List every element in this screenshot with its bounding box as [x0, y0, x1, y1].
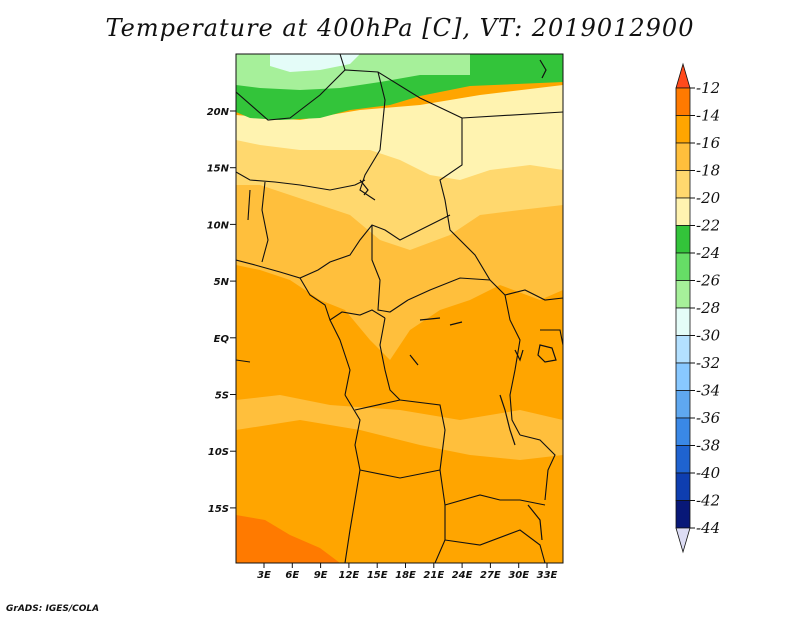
colorbar-box: [675, 142, 691, 171]
colorbar-label: -36: [696, 409, 721, 427]
lon-label: 3E: [257, 570, 271, 581]
colorbar-box: [675, 335, 691, 364]
colorbar-box: [675, 115, 691, 144]
colorbar-label: -38: [696, 437, 720, 455]
lat-label: 15S: [208, 504, 229, 515]
lon-label: 6E: [285, 570, 299, 581]
colorbar-box: [675, 170, 691, 199]
colorbar-label: -26: [696, 272, 721, 290]
lon-label: 15E: [367, 570, 388, 581]
colorbar-label: -22: [696, 217, 720, 235]
colorbar-box: [675, 225, 691, 254]
colorbar-label: -18: [696, 162, 720, 180]
colorbar-label: -20: [696, 189, 721, 207]
colorbar-box: [675, 307, 691, 336]
lake-outlines: [359, 59, 557, 541]
lon-label: 18E: [395, 570, 416, 581]
map-frame: [235, 53, 564, 564]
colorbar-bottom-triangle: [675, 527, 691, 554]
lat-label: 10S: [208, 447, 229, 458]
colorbar-box: [675, 280, 691, 309]
field-band-orange-south: [236, 395, 563, 460]
country-borders: [236, 54, 563, 563]
lon-label: 12E: [339, 570, 360, 581]
colorbar-label: -30: [696, 327, 721, 345]
colorbar-label: -44: [696, 519, 720, 537]
lat-label: 20N: [207, 107, 230, 118]
lat-label: 15N: [207, 164, 230, 175]
colorbar-box: [675, 87, 691, 116]
colorbar-label: -40: [696, 464, 721, 482]
colorbar-box: [675, 500, 691, 529]
colorbar-box: [675, 390, 691, 419]
colorbar-box: [675, 417, 691, 446]
colorbar-label: -34: [696, 382, 720, 400]
lon-label: 33E: [537, 570, 558, 581]
field-sahel-yellow: [236, 85, 563, 180]
colorbar-boxes: [675, 62, 691, 554]
colorbar-box: [675, 197, 691, 226]
colorbar-box: [675, 445, 691, 474]
grads-credit: GrADS: IGES/COLA: [6, 604, 100, 614]
colorbar-box: [675, 252, 691, 281]
map-plot-area: [236, 54, 563, 563]
latitude-axis: 20N 15N 10N 5N EQ 5S 10S 15S: [207, 107, 236, 515]
colorbar-label: -12: [696, 79, 720, 97]
colorbar-box: [675, 472, 691, 501]
field-north-pale: [270, 54, 360, 72]
colorbar-label: -32: [696, 354, 720, 372]
colorbar-top-triangle: [675, 62, 691, 89]
lat-label: EQ: [214, 334, 230, 345]
colorbar-label: -24: [696, 244, 720, 262]
lat-label: 5S: [215, 391, 229, 402]
colorbar-label: -16: [696, 134, 721, 152]
map-title: Temperature at 400hPa [C], VT: 201901290…: [105, 14, 695, 42]
lat-label: 5N: [214, 277, 230, 288]
longitude-axis: 3E 6E 9E 12E 15E 18E 21E 24E 27E 30E 33E: [257, 563, 558, 581]
colorbar-labels: -12 -14 -16 -18 -20 -22 -24 -26 -28 -30 -32 -34 -36 -…: [690, 79, 721, 537]
colorbar-label: -28: [696, 299, 720, 317]
lon-label: 21E: [423, 570, 444, 581]
lon-label: 24E: [452, 570, 473, 581]
lon-label: 9E: [314, 570, 328, 581]
colorbar-label: -42: [696, 492, 720, 510]
lat-label: 10N: [207, 220, 230, 231]
colorbar-box: [675, 362, 691, 391]
lon-label: 27E: [480, 570, 501, 581]
lon-label: 30E: [508, 570, 529, 581]
field-south-warm: [236, 515, 340, 563]
colorbar-label: -14: [696, 107, 720, 125]
